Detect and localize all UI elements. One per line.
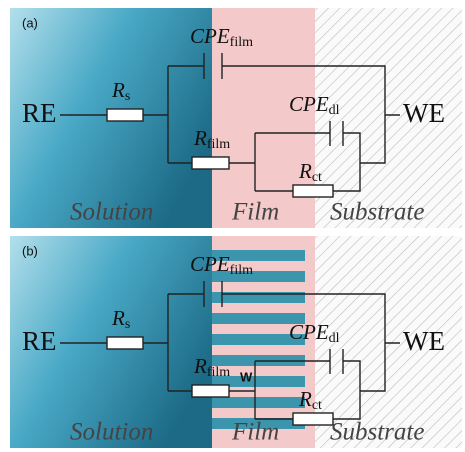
component-symbol: R: [298, 159, 312, 183]
panel-label: (b): [22, 243, 38, 258]
component-subscript: film: [207, 365, 230, 380]
resistor: [293, 185, 333, 197]
region-label: Film: [231, 199, 279, 226]
component-symbol: CPE: [289, 320, 329, 344]
terminal-we: WE: [403, 326, 445, 356]
terminal-re: RE: [22, 326, 57, 356]
warburg-label: W: [240, 369, 253, 384]
component-symbol: CPE: [289, 92, 329, 116]
region-label: Substrate: [330, 419, 424, 446]
resistor: [192, 385, 229, 397]
component-subscript: film: [230, 35, 253, 50]
component-symbol: CPE: [190, 252, 230, 276]
component-subscript: ct: [312, 170, 322, 185]
resistor: [107, 337, 143, 349]
component-subscript: s: [125, 317, 130, 332]
region-label: Solution: [70, 419, 153, 446]
component-symbol: CPE: [190, 24, 230, 48]
component-subscript: film: [230, 263, 253, 278]
component-symbol: R: [111, 78, 125, 102]
component-symbol: R: [193, 354, 207, 378]
resistor: [107, 109, 143, 121]
component-subscript: dl: [329, 103, 340, 118]
circuit-figure: (a)REWECPEfilmRsRfilmCPEdlRctSolutionFil…: [0, 0, 465, 452]
terminal-re: RE: [22, 98, 57, 128]
component-subscript: ct: [312, 398, 322, 413]
component-subscript: s: [125, 89, 130, 104]
resistor: [192, 157, 229, 169]
region-label: Solution: [70, 199, 153, 226]
film-pore: [212, 397, 305, 408]
resistor: [293, 413, 333, 425]
region-label: Film: [231, 419, 279, 446]
component-symbol: R: [298, 387, 312, 411]
component-subscript: dl: [329, 331, 340, 346]
component-symbol: R: [193, 126, 207, 150]
panel-label: (a): [22, 15, 38, 30]
component-subscript: film: [207, 137, 230, 152]
terminal-we: WE: [403, 98, 445, 128]
region-label: Substrate: [330, 199, 424, 226]
component-symbol: R: [111, 306, 125, 330]
